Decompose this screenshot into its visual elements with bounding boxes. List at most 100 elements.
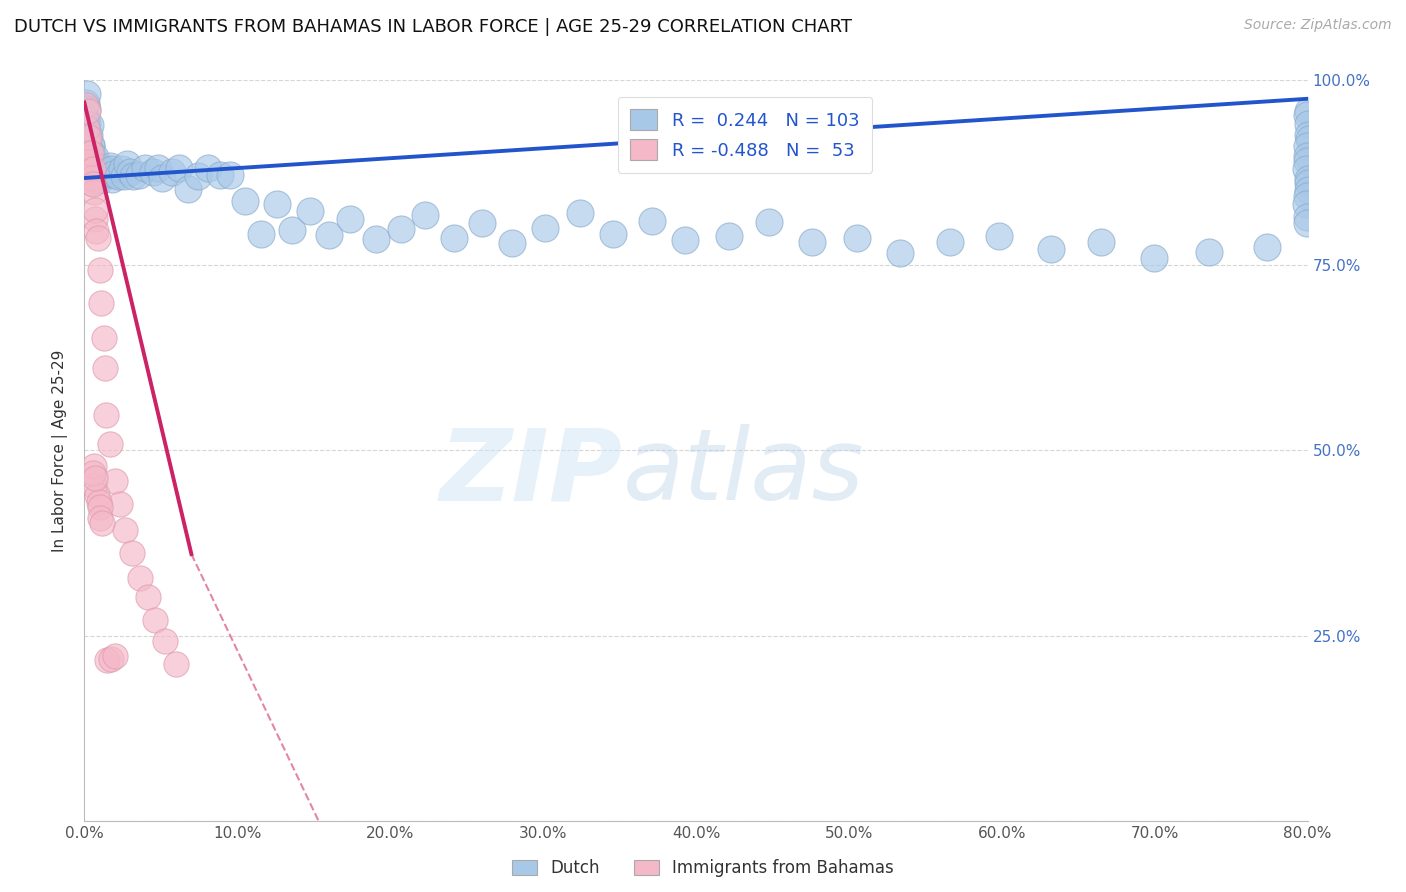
Text: Source: ZipAtlas.com: Source: ZipAtlas.com (1244, 18, 1392, 32)
Point (91, 161, 114, 175)
Point (96, 168, 118, 182)
Point (339, 212, 361, 227)
Point (86, 488, 108, 502)
Point (79, 155, 101, 169)
Point (280, 223, 302, 237)
Point (83, 479, 105, 493)
Point (84, 202, 107, 217)
Point (79, 118, 101, 132)
Point (1143, 251, 1166, 265)
Point (96, 652, 118, 666)
Point (86, 160, 108, 174)
Point (80, 138, 103, 153)
Point (79, 128, 101, 143)
Point (94, 408, 117, 422)
Point (93, 331, 115, 345)
Point (569, 206, 592, 220)
Point (758, 215, 780, 229)
Point (845, 230, 868, 244)
Point (79, 164, 101, 178)
Point (83, 164, 105, 178)
Point (1296, 103, 1319, 118)
Legend: Dutch, Immigrants from Bahamas: Dutch, Immigrants from Bahamas (506, 853, 900, 884)
Point (167, 161, 190, 176)
Point (79, 169, 101, 184)
Point (77, 165, 100, 179)
Point (1295, 139, 1317, 153)
Point (89, 500, 111, 514)
Text: ZIP: ZIP (440, 425, 623, 521)
Point (1090, 235, 1112, 249)
Point (1296, 149, 1319, 163)
Point (90, 168, 112, 182)
Point (1295, 161, 1317, 176)
Legend: R =  0.244   N = 103, R = -0.488   N =  53: R = 0.244 N = 103, R = -0.488 N = 53 (617, 96, 872, 173)
Point (443, 231, 465, 245)
Point (83, 171, 105, 186)
Point (1296, 117, 1319, 131)
Point (197, 161, 219, 175)
Point (1296, 210, 1319, 224)
Point (145, 613, 167, 627)
Point (718, 229, 741, 244)
Point (77, 130, 100, 145)
Point (82, 161, 104, 176)
Point (84, 150, 107, 164)
Point (103, 167, 125, 181)
Point (1298, 132, 1320, 146)
Point (79, 165, 101, 179)
Point (1296, 154, 1319, 169)
Point (77, 103, 100, 118)
Point (128, 169, 150, 183)
Point (136, 590, 159, 604)
Point (249, 227, 271, 241)
Point (673, 233, 696, 247)
Point (89, 495, 111, 509)
Point (89, 511, 111, 525)
Point (150, 171, 173, 186)
Point (100, 161, 122, 176)
Point (602, 227, 624, 241)
Point (112, 169, 135, 183)
Point (115, 157, 138, 171)
Point (266, 196, 288, 211)
Point (111, 161, 134, 176)
Point (76, 87, 98, 102)
Point (87, 161, 110, 176)
Point (100, 436, 122, 450)
Point (76, 112, 98, 126)
Point (114, 523, 136, 537)
Point (176, 182, 198, 196)
Point (1296, 189, 1319, 203)
Point (80, 162, 103, 177)
Point (83, 185, 105, 199)
Point (77, 169, 100, 184)
Point (233, 194, 256, 208)
Point (118, 165, 141, 179)
Point (76, 117, 98, 131)
Point (75, 168, 97, 182)
Point (76, 120, 98, 135)
Point (800, 235, 823, 249)
Point (80, 146, 103, 161)
Point (364, 232, 387, 246)
Y-axis label: In Labor Force | Age 25-29: In Labor Force | Age 25-29 (52, 350, 69, 551)
Point (79, 164, 101, 178)
Point (83, 168, 105, 182)
Point (153, 634, 176, 648)
Point (108, 497, 131, 511)
Point (501, 236, 523, 251)
Point (187, 169, 209, 183)
Point (77, 151, 100, 165)
Point (1296, 172, 1319, 186)
Point (93, 361, 115, 376)
Point (76, 136, 98, 151)
Point (98, 159, 121, 173)
Point (79, 152, 101, 166)
Point (889, 246, 911, 260)
Point (128, 571, 150, 585)
Point (534, 220, 557, 235)
Point (84, 163, 107, 178)
Point (77, 170, 100, 185)
Point (80, 169, 103, 184)
